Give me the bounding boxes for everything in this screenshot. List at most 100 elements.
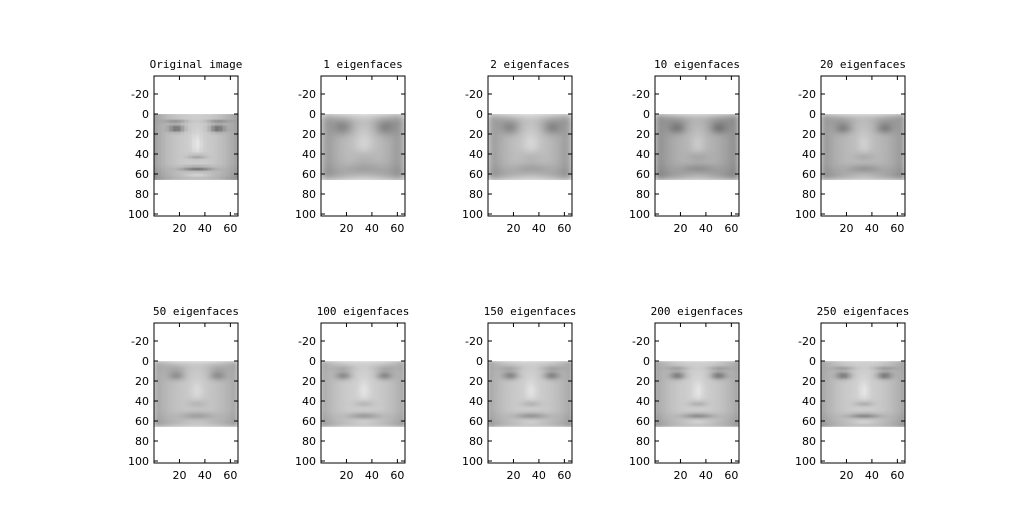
image-pixel [866, 137, 871, 142]
image-pixel [226, 128, 231, 133]
image-pixel [685, 381, 690, 386]
image-pixel [874, 170, 879, 175]
image-pixel [502, 149, 508, 154]
image-pixel [355, 134, 360, 139]
y-tick-label: 100 [462, 455, 483, 468]
image-pixel [731, 417, 736, 422]
image-pixel [731, 170, 736, 175]
image-pixel [889, 134, 894, 139]
image-pixel [870, 372, 875, 377]
image-pixel [362, 176, 368, 180]
image-pixel [188, 366, 193, 371]
image-pixel [491, 170, 496, 175]
image-pixel [195, 131, 201, 136]
image-pixel [218, 114, 224, 118]
image-pixel [893, 366, 898, 371]
image-pixel [715, 420, 721, 425]
image-pixel [885, 114, 891, 118]
image-pixel [734, 119, 739, 124]
image-pixel [172, 131, 178, 136]
image-pixel [180, 152, 185, 157]
image-pixel [889, 366, 894, 371]
image-pixel [321, 176, 326, 180]
image-pixel [689, 170, 694, 175]
image-pixel [351, 420, 356, 425]
image-pixel [518, 390, 523, 395]
image-pixel [855, 378, 860, 383]
image-pixel [506, 408, 512, 413]
image-pixel [525, 414, 531, 419]
image-pixel [696, 131, 702, 136]
image-pixel [233, 137, 238, 142]
image-pixel [885, 116, 891, 121]
image-pixel [673, 137, 679, 142]
image-pixel [154, 146, 159, 151]
image-pixel [165, 152, 170, 157]
image-pixel [510, 137, 516, 142]
image-pixel [370, 405, 375, 410]
image-pixel [400, 170, 405, 175]
image-pixel [230, 137, 235, 142]
image-pixel [514, 149, 519, 154]
image-pixel [689, 366, 694, 371]
image-pixel [548, 140, 554, 145]
image-pixel [172, 372, 178, 377]
image-pixel [889, 149, 894, 154]
image-pixel [366, 125, 371, 130]
image-pixel [488, 411, 493, 416]
image-pixel [533, 119, 538, 124]
image-pixel [233, 369, 238, 374]
image-pixel [210, 361, 216, 365]
image-pixel [564, 411, 569, 416]
image-pixel [885, 381, 891, 386]
image-pixel [366, 114, 371, 118]
image-pixel [362, 402, 368, 407]
image-pixel [877, 390, 883, 395]
image-pixel [161, 173, 166, 178]
image-pixel [377, 375, 383, 380]
image-pixel [685, 420, 690, 425]
image-pixel [381, 122, 387, 127]
image-pixel [689, 125, 694, 130]
image-pixel [154, 158, 159, 163]
image-pixel [870, 143, 875, 148]
image-pixel [222, 131, 227, 136]
image-pixel [658, 116, 663, 121]
image-pixel [184, 408, 189, 413]
image-pixel [567, 173, 572, 178]
image-pixel [567, 164, 572, 169]
image-pixel [172, 114, 178, 118]
image-pixel [226, 417, 231, 422]
image-pixel [176, 167, 182, 172]
image-pixel [889, 384, 894, 389]
image-pixel [495, 161, 500, 166]
image-pixel [889, 152, 894, 157]
image-pixel [377, 137, 383, 142]
image-pixel [711, 155, 717, 160]
image-pixel [700, 423, 705, 427]
image-pixel [821, 140, 826, 145]
image-pixel [862, 149, 868, 154]
image-pixel [858, 155, 864, 160]
image-pixel [677, 381, 683, 386]
image-pixel [195, 396, 201, 401]
image-pixel [556, 399, 561, 404]
image-pixel [824, 375, 829, 380]
image-pixel [491, 417, 496, 422]
image-pixel [389, 114, 394, 118]
image-pixel [704, 119, 709, 124]
image-pixel [708, 161, 713, 166]
image-pixel [525, 399, 531, 404]
image-pixel [332, 396, 337, 401]
x-tick-label: 60 [724, 469, 738, 482]
image-pixel [839, 167, 845, 172]
image-pixel [385, 417, 391, 422]
image-pixel [734, 402, 739, 407]
image-pixel [324, 402, 329, 407]
image-pixel [862, 173, 868, 178]
image-pixel [230, 170, 235, 175]
image-pixel [734, 363, 739, 368]
image-pixel [715, 384, 721, 389]
image-pixel [191, 140, 197, 145]
image-pixel [491, 125, 496, 130]
